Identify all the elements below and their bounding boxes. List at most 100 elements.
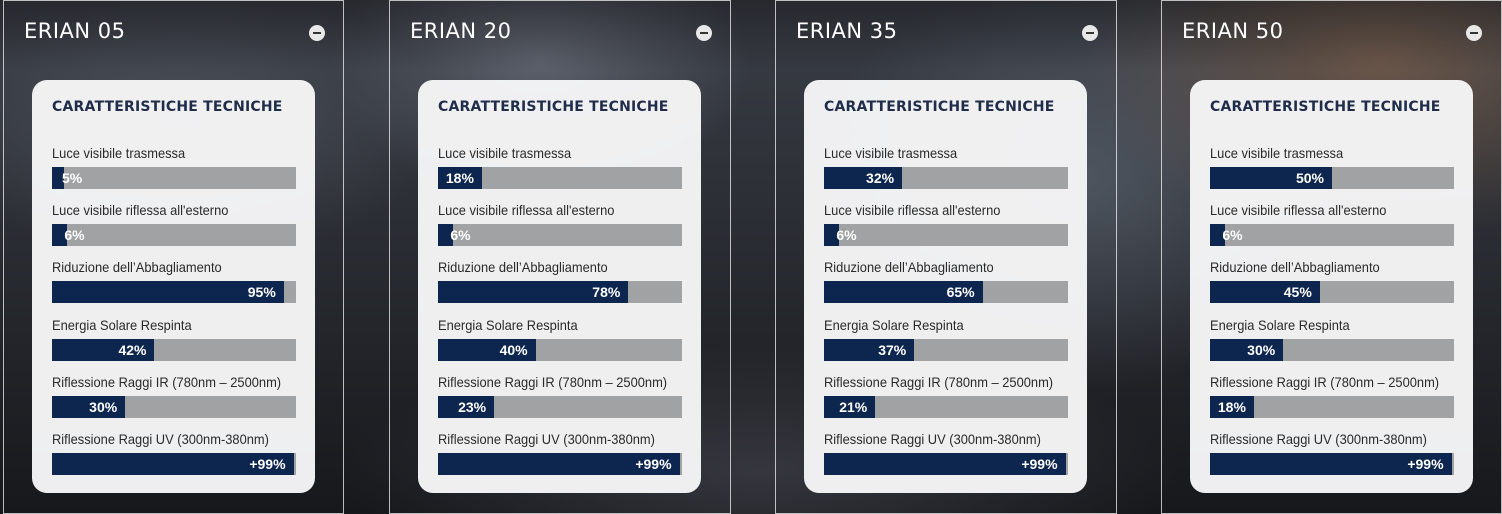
spec-value: 45% xyxy=(1283,284,1312,300)
spec-bar-fill: 32% xyxy=(824,167,903,189)
product-panel: ERIAN 35 CARATTERISTICHE TECNICHE Luce vis… xyxy=(775,0,1117,514)
spec-label: Energia Solare Respinta xyxy=(438,317,578,333)
spec-bar-fill: +99% xyxy=(52,453,294,475)
spec-value: 78% xyxy=(592,284,621,300)
spec-row: Luce visibile riflessa all'esterno 6% xyxy=(52,202,296,246)
spec-bar-track: 45% xyxy=(1210,281,1454,303)
spec-value: 18% xyxy=(1217,399,1246,415)
spec-value: 95% xyxy=(247,284,276,300)
spec-value: 5% xyxy=(61,170,83,186)
spec-label: Energia Solare Respinta xyxy=(52,317,192,333)
spec-bar-track: 30% xyxy=(52,396,296,418)
spec-row: Riflessione Raggi UV (300nm-380nm) +99% xyxy=(824,431,1068,475)
spec-value: 6% xyxy=(64,227,85,243)
spec-bar-fill: 40% xyxy=(438,339,536,361)
spec-label: Luce visibile riflessa all'esterno xyxy=(438,202,615,218)
minus-circle-icon[interactable] xyxy=(1466,25,1482,41)
spec-bar-track: 21% xyxy=(824,396,1068,418)
spec-row: Riflessione Raggi IR (780nm – 2500nm) 21% xyxy=(824,374,1068,418)
spec-label: Riflessione Raggi IR (780nm – 2500nm) xyxy=(438,374,668,390)
spec-bar-track: 32% xyxy=(824,167,1068,189)
spec-row: Riduzione dell’Abbagliamento 45% xyxy=(1210,259,1454,303)
spec-row: Luce visibile trasmessa 5% xyxy=(52,145,296,189)
specs-card: CARATTERISTICHE TECNICHE Luce visibile tr… xyxy=(1190,80,1473,493)
spec-row: Riduzione dell’Abbagliamento 65% xyxy=(824,259,1068,303)
specs-heading: CARATTERISTICHE TECNICHE xyxy=(52,99,283,115)
spec-label: Riflessione Raggi IR (780nm – 2500nm) xyxy=(824,374,1054,390)
specs-card: CARATTERISTICHE TECNICHE Luce visibile tr… xyxy=(32,80,315,493)
spec-bar-fill: 6% xyxy=(1210,224,1243,246)
spec-row: Riflessione Raggi UV (300nm-380nm) +99% xyxy=(438,431,682,475)
spec-row: Riflessione Raggi IR (780nm – 2500nm) 30% xyxy=(52,374,296,418)
spec-bar-track: 50% xyxy=(1210,167,1454,189)
spec-value: 6% xyxy=(836,227,857,243)
spec-label: Energia Solare Respinta xyxy=(824,317,964,333)
spec-bar-track: 65% xyxy=(824,281,1068,303)
spec-bar-track: 18% xyxy=(438,167,682,189)
spec-bar-fill: 95% xyxy=(52,281,284,303)
top-shade xyxy=(0,0,1502,70)
spec-bar-track: 37% xyxy=(824,339,1068,361)
minus-circle-icon[interactable] xyxy=(309,25,325,41)
spec-bar-track: 6% xyxy=(52,224,296,246)
spec-value: 42% xyxy=(118,342,147,358)
product-title: ERIAN 20 xyxy=(410,19,512,43)
product-panel: ERIAN 05 CARATTERISTICHE TECNICHE Luce vis… xyxy=(3,0,344,514)
spec-row: Luce visibile riflessa all'esterno 6% xyxy=(824,202,1068,246)
specs-card: CARATTERISTICHE TECNICHE Luce visibile tr… xyxy=(418,80,701,493)
spec-label: Riflessione Raggi UV (300nm-380nm) xyxy=(824,431,1041,447)
spec-bar-fill: 6% xyxy=(824,224,857,246)
spec-row: Luce visibile riflessa all'esterno 6% xyxy=(1210,202,1454,246)
spec-bar-track: 6% xyxy=(1210,224,1454,246)
spec-bar-fill: 6% xyxy=(438,224,471,246)
spec-label: Riduzione dell’Abbagliamento xyxy=(824,259,994,275)
spec-row: Luce visibile trasmessa 18% xyxy=(438,145,682,189)
product-title: ERIAN 50 xyxy=(1182,19,1284,43)
spec-label: Riflessione Raggi IR (780nm – 2500nm) xyxy=(52,374,282,390)
minus-circle-icon[interactable] xyxy=(1082,25,1098,41)
spec-value: +99% xyxy=(635,456,672,472)
spec-value: 6% xyxy=(1222,227,1243,243)
spec-label: Riduzione dell’Abbagliamento xyxy=(438,259,608,275)
spec-value: 37% xyxy=(878,342,907,358)
spec-label: Luce visibile riflessa all'esterno xyxy=(824,202,1001,218)
specs-card: CARATTERISTICHE TECNICHE Luce visibile tr… xyxy=(804,80,1087,493)
spec-row: Energia Solare Respinta 37% xyxy=(824,317,1068,361)
product-title: ERIAN 35 xyxy=(796,19,898,43)
spec-bar-track: 23% xyxy=(438,396,682,418)
minus-circle-icon[interactable] xyxy=(696,25,712,41)
spec-bar-track: 6% xyxy=(438,224,682,246)
spec-bar-fill: 30% xyxy=(52,396,126,418)
spec-label: Luce visibile riflessa all'esterno xyxy=(1210,202,1387,218)
spec-value: 18% xyxy=(445,170,474,186)
spec-bar-fill: +99% xyxy=(438,453,680,475)
spec-bar-track: +99% xyxy=(1210,453,1454,475)
spec-row: Riduzione dell’Abbagliamento 95% xyxy=(52,259,296,303)
product-title: ERIAN 05 xyxy=(24,19,126,43)
specs-heading: CARATTERISTICHE TECNICHE xyxy=(1210,99,1441,115)
spec-bar-track: 30% xyxy=(1210,339,1454,361)
spec-row: Luce visibile trasmessa 32% xyxy=(824,145,1068,189)
spec-bar-fill: 5% xyxy=(52,167,82,189)
spec-bar-fill: +99% xyxy=(824,453,1066,475)
spec-bar-fill: 65% xyxy=(824,281,983,303)
spec-bar-track: +99% xyxy=(438,453,682,475)
spec-row: Riflessione Raggi UV (300nm-380nm) +99% xyxy=(1210,431,1454,475)
spec-row: Riflessione Raggi UV (300nm-380nm) +99% xyxy=(52,431,296,475)
spec-bar-track: 42% xyxy=(52,339,296,361)
spec-bar-track: 95% xyxy=(52,281,296,303)
spec-bar-fill: 21% xyxy=(824,396,876,418)
product-panel: ERIAN 50 CARATTERISTICHE TECNICHE Luce vis… xyxy=(1161,0,1502,514)
spec-bar-track: 78% xyxy=(438,281,682,303)
spec-bar-fill: 18% xyxy=(438,167,482,189)
spec-value: 40% xyxy=(499,342,528,358)
spec-bar-fill: 18% xyxy=(1210,396,1254,418)
spec-bar-track: 40% xyxy=(438,339,682,361)
spec-value: 30% xyxy=(89,399,118,415)
specs-heading: CARATTERISTICHE TECNICHE xyxy=(824,99,1055,115)
spec-label: Luce visibile trasmessa xyxy=(438,145,572,161)
spec-bar-track: 18% xyxy=(1210,396,1454,418)
spec-label: Luce visibile trasmessa xyxy=(1210,145,1344,161)
spec-row: Energia Solare Respinta 40% xyxy=(438,317,682,361)
spec-bar-fill: 30% xyxy=(1210,339,1284,361)
